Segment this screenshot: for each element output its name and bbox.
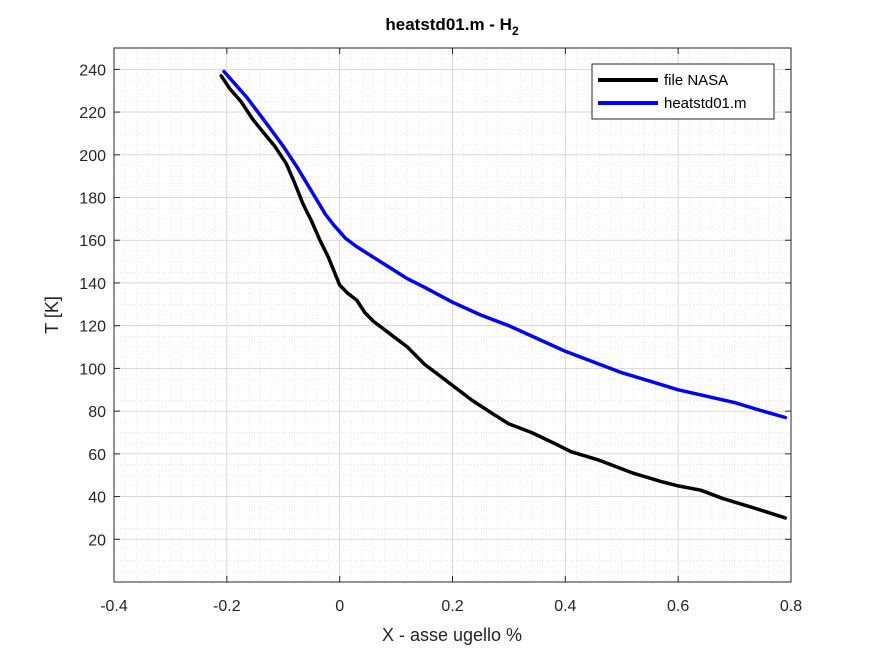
- x-tick-label: -0.4: [100, 598, 128, 615]
- y-tick-label: 60: [88, 447, 106, 464]
- y-tick-label: 200: [79, 148, 106, 165]
- y-tick-label: 80: [88, 404, 106, 421]
- y-axis-label: T [K]: [42, 296, 62, 334]
- legend-label-heatstd01: heatstd01.m: [664, 95, 747, 112]
- x-axis-label: X - asse ugello %: [382, 625, 522, 645]
- y-tick-labels: 20 40 60 80 100 120 140 160 180 200 220 240: [79, 62, 106, 549]
- series-layer: [219, 69, 788, 520]
- x-tick-label: 0: [335, 598, 344, 615]
- x-tick-label: -0.2: [213, 598, 241, 615]
- y-tick-label: 140: [79, 276, 106, 293]
- y-tick-label: 220: [79, 105, 106, 122]
- x-tick-label: 0.4: [554, 598, 576, 615]
- x-tick-label: 0.2: [441, 598, 463, 615]
- x-tick-label: 0.6: [667, 598, 689, 615]
- ticks-layer: [113, 48, 792, 582]
- y-tick-label: 20: [88, 532, 106, 549]
- chart-title: heatstd01.m - H2: [385, 15, 519, 38]
- legend: file NASA heatstd01.m: [591, 63, 775, 120]
- y-tick-label: 240: [79, 62, 106, 79]
- y-tick-label: 160: [79, 233, 106, 250]
- chart-title-subscript: 2: [512, 24, 519, 38]
- x-tick-label: 0.8: [780, 598, 802, 615]
- legend-label-file-nasa: file NASA: [664, 72, 728, 89]
- series-line-file-nasa: [219, 74, 788, 520]
- y-tick-label: 120: [79, 319, 106, 336]
- y-tick-label: 40: [88, 490, 106, 507]
- series-line-heatstd01-m: [222, 69, 788, 420]
- legend-box: [591, 63, 775, 120]
- y-tick-label: 180: [79, 191, 106, 208]
- y-tick-label: 100: [79, 361, 106, 378]
- x-tick-labels: -0.4 -0.2 0 0.2 0.4 0.6 0.8: [100, 598, 802, 615]
- chart-title-main: heatstd01.m - H: [385, 15, 512, 34]
